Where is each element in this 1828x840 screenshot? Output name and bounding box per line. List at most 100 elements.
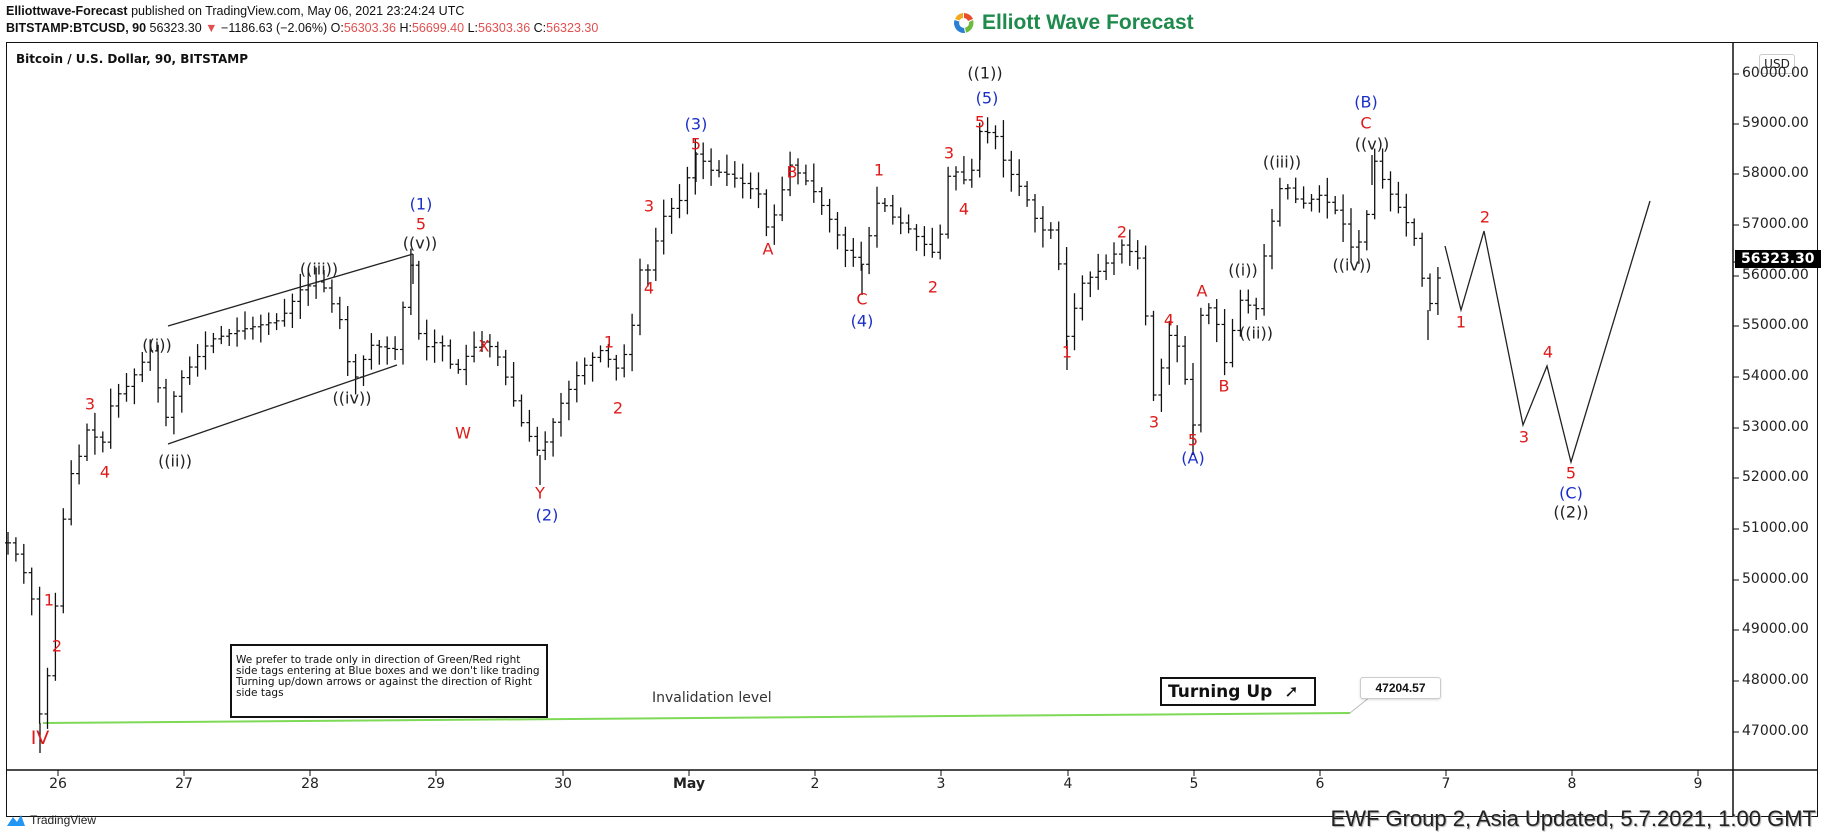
open-label: O: [330,21,344,35]
x-tick-label: 7 [1441,776,1451,792]
wave-label: 3 [943,143,955,163]
wave-label: 2 [927,277,939,297]
wave-label: ((2)) [1553,502,1589,522]
x-tick-label: 4 [1063,776,1073,792]
trading-note: We prefer to trade only in direction of … [230,644,548,718]
y-tick-label: 49000.00 [1742,621,1809,637]
wave-label: ((ii)) [1239,323,1273,343]
wave-label: (4) [850,311,874,331]
wave-label: (B) [1354,92,1378,112]
x-tick-label: 29 [427,776,445,792]
x-tick-label: 30 [554,776,572,792]
tradingview-text: TradingView [30,813,97,827]
wave-label: ((v)) [1354,134,1390,154]
wave-label: ((ii)) [158,451,192,471]
wave-label: 5 [1187,430,1199,450]
wave-label: (3) [684,114,708,134]
wave-label: ((1)) [967,63,1003,83]
projection-path [1444,200,1651,465]
low-label: L: [467,21,479,35]
wave-label: C [856,289,868,309]
ewf-logo-icon [954,13,974,34]
wave-label: C [1360,113,1372,133]
y-tick-label: 60000.00 [1742,65,1809,81]
symbol: BITSTAMP:BTCUSD, 90 [6,21,147,35]
wave-label: 4 [958,199,970,219]
x-tick-label: 27 [175,776,193,792]
x-tick-label: 5 [1189,776,1199,792]
tradingview-icon [7,815,25,826]
y-tick-label: 58000.00 [1742,165,1809,181]
wave-label: ((v)) [402,233,438,253]
wave-label: (5) [975,88,999,108]
currency-button[interactable]: USD [1759,54,1795,74]
wave-label: 3 [84,394,96,414]
wave-label: B [786,162,798,182]
x-tick-label: May [672,776,706,792]
publish-info: Elliottwave-Forecast published on Tradin… [6,4,464,18]
x-tick-label: 28 [301,776,319,792]
wave-label: IV [30,727,50,749]
channel-lines [167,253,414,445]
y-tick-label: 53000.00 [1742,419,1809,435]
high-label: H: [399,21,412,35]
y-tick-label: 59000.00 [1742,115,1809,131]
wave-label: (A) [1181,448,1205,468]
x-tick-label: 3 [936,776,946,792]
x-tick-label: 26 [49,776,67,792]
wave-label: 5 [1565,463,1577,483]
wave-label: 3 [1518,427,1530,447]
wave-label: W [455,423,471,443]
x-tick-label: 6 [1315,776,1325,792]
y-tick-label: 48000.00 [1742,672,1809,688]
arrow-up-right-icon: ➚ [1284,681,1299,702]
y-tick-label: 55000.00 [1742,317,1809,333]
chart-title: Bitcoin / U.S. Dollar, 90, BITSTAMP [16,52,249,66]
wave-label: (C) [1559,483,1583,503]
tradingview-logo[interactable]: TradingView [6,813,96,827]
chart-frame [6,42,1818,817]
high-value: 56699.40 [411,21,465,35]
wave-label: 2 [1116,222,1128,242]
brand-name: Elliott Wave Forecast [982,11,1194,34]
y-tick-label: 51000.00 [1742,520,1809,536]
last-price-tag: 56323.30 [1735,250,1821,268]
y-tick-label: 54000.00 [1742,368,1809,384]
x-tick-label: 2 [810,776,820,792]
invalidation-line [42,712,1351,724]
wave-label: 2 [612,398,624,418]
wave-label: ((i)) [1228,260,1258,280]
wave-label: 5 [415,214,427,234]
x-axis-ticks [57,770,1699,776]
update-footer: EWF Group 2, Asia Updated, 5.7.2021, 1:0… [1330,806,1816,831]
turning-label: Turning Up [1168,681,1273,702]
symbol-info: BITSTAMP:BTCUSD, 90 56323.30 ▼ −1186.63 … [6,21,598,35]
wave-label: 4 [1542,342,1554,362]
wave-label: ((i)) [142,335,172,355]
publisher-name: Elliottwave-Forecast [6,4,128,18]
wave-label: 2 [1479,207,1491,227]
close-value: 56323.30 [546,21,599,35]
brand-logo: Elliott Wave Forecast [952,9,1194,37]
wave-label: ((iv)) [1332,255,1372,275]
last-price: 56323.30 [149,21,202,35]
wave-label: 4 [99,462,111,482]
wave-label: (1) [409,194,433,214]
wave-label: 1 [603,332,615,352]
wave-label: 5 [974,112,986,132]
ohlc-bars [5,117,1441,753]
wave-label: 3 [643,196,655,216]
wave-label: 1 [1455,312,1467,332]
wave-label: ((iii)) [299,259,339,279]
y-tick-label: 56000.00 [1742,267,1809,283]
open-value: 56303.36 [343,21,396,35]
x-tick-label: 8 [1567,776,1577,792]
wave-label: 2 [51,636,63,656]
price-tag-pointer [1349,696,1371,714]
wave-label: A [762,239,774,259]
wave-label: 4 [1163,310,1175,330]
low-value: 56303.36 [478,21,531,35]
publish-text: published on TradingView.com, May 06, 20… [131,4,465,18]
turning-up-badge: Turning Up ➚ [1160,677,1316,706]
